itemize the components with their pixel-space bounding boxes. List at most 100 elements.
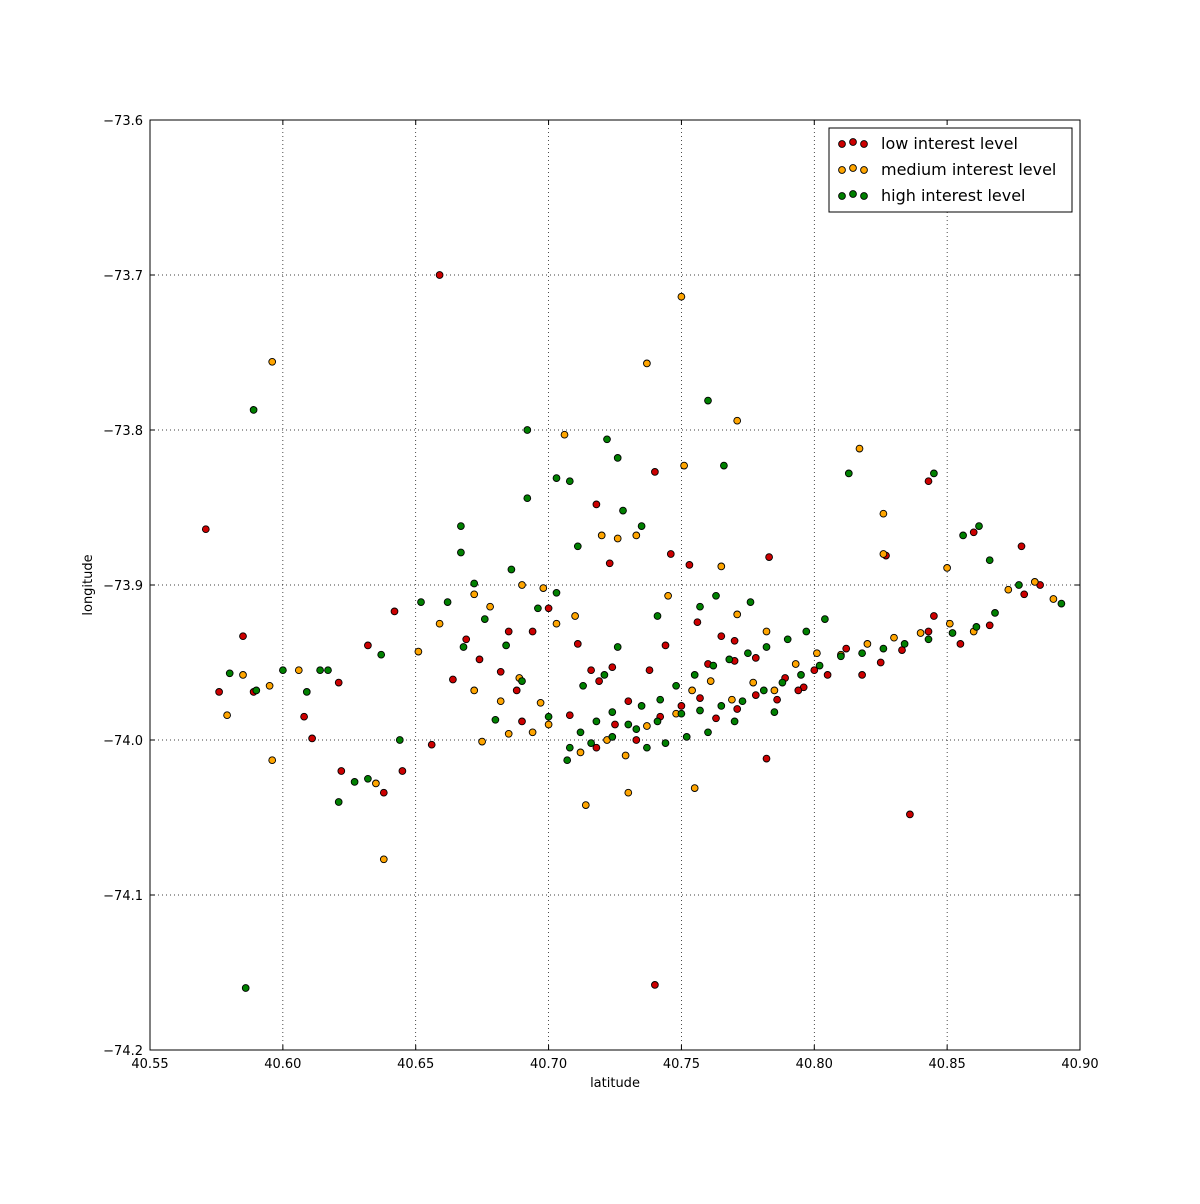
data-point [656,695,665,704]
data-point [597,531,606,540]
data-point [842,644,851,653]
data-point [334,678,343,687]
grid-lines [150,120,1080,1050]
data-point [794,686,803,695]
data-point [518,677,526,685]
data-point [512,686,521,695]
axis-ticks: 40.55 40.60 40.65 40.70 40.75 40.80 40.85 40.90… [103,114,1098,1072]
data-point [688,686,696,695]
data-point [643,359,651,368]
data-point [449,675,457,684]
legend-marker [860,140,868,148]
x-tick-label: 40.90 [1061,1057,1098,1072]
data-point [377,650,386,659]
data-point [930,469,938,478]
data-point [924,477,933,486]
legend-marker [849,190,857,198]
data-point [730,717,739,726]
data-point [744,649,752,658]
data-point [693,618,702,627]
x-axis-label: latitude [590,1076,640,1091]
data-point [603,435,611,444]
data-point [813,649,821,658]
data-point [858,649,866,658]
data-point [661,641,670,650]
data-point [491,715,500,724]
data-point [573,640,582,648]
data-point [539,584,548,592]
data-point [930,612,938,620]
data-point [475,655,484,664]
data-point [906,810,914,819]
data-point [704,396,712,405]
data-point [435,619,444,628]
data-point [717,702,726,710]
legend-label: high interest level [881,186,1025,205]
data-point [613,643,622,651]
data-point [504,729,513,738]
data-point [863,640,872,648]
data-point [536,698,545,707]
data-point [783,635,792,644]
data-point [643,722,651,730]
data-point [751,654,760,662]
data-point [507,565,516,574]
data-point [239,671,247,679]
data-point [560,430,569,439]
legend-label: medium interest level [881,160,1056,179]
data-point [677,702,686,710]
data-point [666,550,675,558]
data-point [249,406,258,414]
data-point [696,694,704,702]
data-point [797,671,805,679]
y-tick-label: −73.9 [103,579,143,594]
legend: low interest level medium interest level h… [828,127,1073,213]
data-point [632,736,641,744]
data-point [565,477,574,486]
data-point [677,709,686,718]
data-point [457,548,465,557]
data-point [364,641,372,650]
x-tick-label: 40.70 [530,1057,567,1072]
data-point [969,528,978,537]
data-point [709,661,718,670]
data-point [651,981,659,989]
data-point [398,767,407,775]
data-point [653,717,662,726]
data-point [890,633,898,642]
data-point [1004,585,1013,594]
data-point [948,629,957,637]
data-point [802,627,811,636]
data-point [1015,581,1023,589]
data-point [773,695,781,704]
data-point [924,627,933,636]
x-tick-label: 40.80 [796,1057,833,1072]
data-point [279,666,287,675]
data-point [239,632,247,641]
data-point [749,678,758,687]
data-point [770,708,779,716]
data-point [571,612,579,620]
data-point [624,720,633,729]
data-point [643,743,651,752]
data-point [730,636,739,645]
data-point [427,740,436,749]
data-point [613,454,622,462]
data-point [595,677,603,685]
data-point [924,635,933,644]
data-point [552,474,561,482]
data-point [696,706,704,715]
data-point [252,686,261,695]
data-point [956,640,965,648]
data-point [624,788,633,797]
data-point [672,681,680,690]
data-point [943,564,951,572]
data-point [733,705,742,713]
legend-marker [860,192,868,200]
data-point [544,604,553,613]
data-point [762,643,771,651]
data-point [821,615,829,623]
data-point [712,591,720,600]
data-point [738,697,747,706]
